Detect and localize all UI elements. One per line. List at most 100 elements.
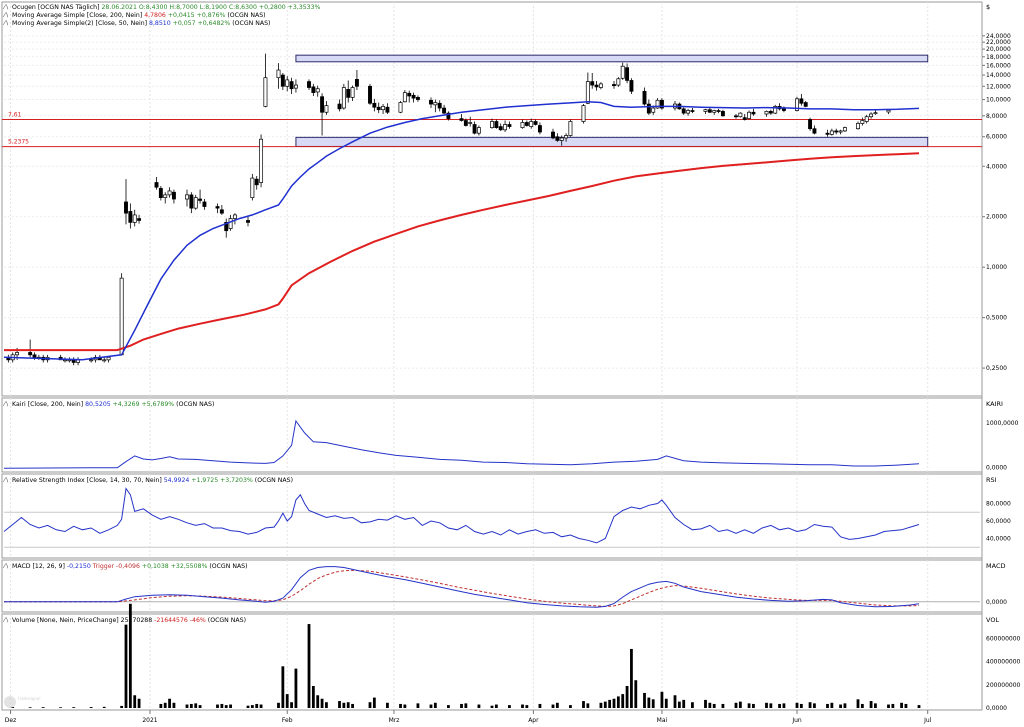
volume-bar [351, 703, 354, 708]
candle-body [742, 117, 747, 120]
volume-bar [325, 702, 328, 708]
svg-text:⁄∖: ⁄∖ [2, 617, 9, 624]
volume-bar [826, 703, 829, 708]
volume-bar [747, 703, 751, 708]
macd-trigger-value: -0,4096 [116, 563, 140, 570]
candle-body [415, 97, 420, 100]
volume-bar [28, 707, 32, 708]
candle [524, 120, 529, 127]
candle-body [533, 121, 538, 125]
candle-body [524, 122, 529, 126]
candle-body [690, 110, 695, 112]
candle [128, 203, 133, 229]
candle-body [681, 108, 686, 114]
volume-bar [651, 699, 655, 708]
sma50-value: 8,8510 [149, 20, 171, 27]
price-tick-label: 4,0000 [986, 163, 1007, 170]
volume-bar [616, 696, 620, 708]
price-tick-label: 22,0000 [986, 39, 1011, 46]
candle [834, 128, 839, 135]
candle [102, 357, 107, 363]
candle [537, 122, 542, 135]
rsi-level-lines [4, 511, 980, 548]
candle-body [128, 211, 133, 223]
candle [429, 97, 433, 109]
price-zone-rect [295, 54, 929, 63]
volume-bar [608, 699, 612, 708]
rsi-axis-label: RSI [986, 476, 997, 484]
candle [124, 179, 128, 225]
candle [681, 107, 686, 115]
kairi-suffix: (OCGN NAS) [176, 401, 214, 408]
candle-body [646, 103, 651, 114]
price-tick-label: 2,0000 [986, 214, 1007, 221]
candle [564, 133, 569, 142]
candle-body [620, 65, 625, 79]
volume-bar [399, 703, 402, 708]
volume-bar [843, 703, 847, 708]
volume-bar [259, 704, 263, 708]
volume-bar [224, 705, 228, 708]
watermark-logo: tradesignal [4, 696, 41, 708]
volume-tick-label: 600000000 [986, 636, 1021, 643]
volume-bar [386, 702, 389, 708]
volume-bar [433, 702, 437, 708]
candle-body [372, 102, 377, 108]
candle-body [446, 112, 451, 119]
volume-bar [416, 703, 420, 708]
candle [246, 216, 250, 227]
currency-label: $ [986, 3, 990, 11]
x-tick-label: Mai [657, 717, 668, 724]
sma200-value: 4,7806 [144, 12, 166, 19]
candle-body [437, 102, 442, 109]
kairi-tick-label: 0,0000 [986, 464, 1007, 471]
candle [372, 98, 377, 112]
candle [860, 117, 865, 126]
candle-body [886, 109, 891, 113]
volume-bar [137, 698, 141, 708]
candle-body [293, 84, 298, 89]
sma50-change: +0,057 +0,6482% [173, 20, 231, 27]
candle-body [106, 356, 111, 361]
sma200-line [4, 152, 920, 352]
candle-body [686, 110, 691, 114]
candle-body [263, 77, 268, 107]
candle [185, 189, 189, 207]
volume-bar [255, 703, 259, 708]
macd-trigger-label: Trigger [92, 563, 115, 570]
svg-text:⁄∖: ⁄∖ [2, 20, 9, 27]
candle [598, 82, 603, 90]
macd-value: -0,2150 [67, 563, 91, 570]
volume-bar [460, 703, 463, 708]
x-tick-label: Jun [791, 717, 802, 724]
candle [707, 108, 712, 114]
candle-body [594, 84, 599, 88]
candle-body [834, 130, 839, 133]
candle-body [581, 105, 586, 122]
svg-text:⁄∖: ⁄∖ [2, 401, 9, 408]
candle [533, 119, 538, 126]
candle [555, 133, 560, 142]
candle-body [132, 214, 137, 223]
candle [551, 128, 555, 140]
price-tick-label: 8,0000 [986, 113, 1007, 120]
candle [311, 83, 316, 97]
candle [742, 114, 747, 121]
candle [193, 194, 198, 210]
volume-title: Volume [None, Nein, PriceChange] [12, 617, 119, 624]
candle [886, 109, 891, 115]
volume-bar [704, 699, 707, 708]
candle-body [490, 121, 494, 128]
volume-bar [128, 603, 132, 708]
kairi-change: +4,3269 +5,6789% [113, 401, 175, 408]
candle-body [89, 359, 94, 362]
candle-body [185, 194, 189, 200]
candle-body [629, 80, 634, 92]
price-tick-label: 0,2500 [986, 365, 1007, 372]
volume-tick-label: 400000000 [986, 659, 1021, 666]
candle [625, 63, 630, 84]
svg-text:Kairi [Close, 200, Nein] 80,52: Kairi [Close, 200, Nein] 80,5205 +4,3269… [12, 401, 214, 408]
candle-body [494, 121, 499, 128]
candle [276, 63, 281, 89]
